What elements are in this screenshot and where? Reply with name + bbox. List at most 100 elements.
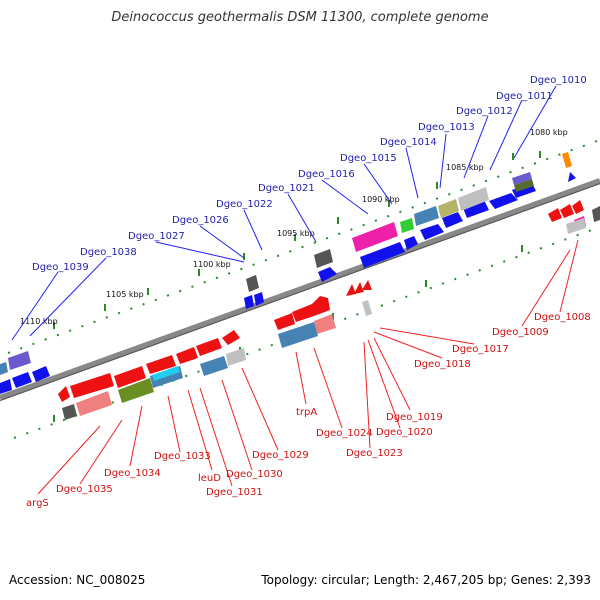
gene-label: Dgeo_1019	[386, 412, 443, 423]
position-label: 1110 kbp	[20, 317, 58, 326]
gene-arrow	[310, 296, 330, 316]
gene-label: Dgeo_1013	[418, 122, 475, 133]
gene-arrow	[572, 200, 584, 214]
gene-arrow	[318, 267, 337, 282]
position-label: 1085 kbp	[446, 163, 484, 172]
gene-arrow	[244, 295, 254, 309]
feature-box	[246, 275, 259, 292]
gene-label: Dgeo_1031	[206, 487, 263, 498]
gene-arrow	[32, 366, 50, 382]
gene-label: Dgeo_1020	[376, 427, 433, 438]
feature-box	[314, 249, 333, 268]
gene-arrow	[489, 193, 518, 209]
feature-box	[0, 362, 8, 375]
gene-label: Dgeo_1008	[534, 312, 591, 323]
feature-box	[414, 206, 439, 226]
gene-arrow	[360, 242, 405, 268]
gene-label: Dgeo_1015	[340, 153, 397, 164]
genome-backbone	[0, 178, 600, 401]
gene-label: Dgeo_1022	[216, 199, 273, 210]
gene-label: Dgeo_1026	[172, 215, 229, 226]
gene-label: Dgeo_1009	[492, 327, 549, 338]
position-label: 1090 kbp	[362, 195, 400, 204]
position-label: 1095 kbp	[277, 229, 315, 238]
feature-box	[400, 218, 414, 233]
forward-genes	[0, 152, 576, 394]
gene-arrow	[292, 304, 314, 322]
gene-label: Dgeo_1039	[32, 262, 89, 273]
feature-box	[352, 222, 398, 252]
gene-label: Dgeo_1011	[496, 91, 553, 102]
gene-arrow	[274, 313, 295, 330]
gene-arrow	[176, 347, 198, 364]
top-leaders	[11, 85, 557, 341]
feature-box	[62, 404, 77, 420]
gene-label: Dgeo_1021	[258, 183, 315, 194]
feature-box	[592, 206, 600, 222]
gene-arrow	[404, 236, 418, 250]
feature-box	[226, 348, 246, 366]
topology-text: Topology: circular; Length: 2,467,205 bp…	[261, 573, 591, 587]
gene-label: argS	[26, 498, 49, 509]
gene-arrow	[58, 386, 70, 402]
gene-label: Dgeo_1035	[56, 484, 113, 495]
scale-track-top	[7, 139, 600, 354]
position-labels: 1080 kbp 1085 kbp 1090 kbp 1095 kbp 1100…	[20, 128, 568, 326]
gene-label: Dgeo_1038	[80, 247, 137, 258]
gene-label: Dgeo_1010	[530, 75, 587, 86]
feature-box	[200, 356, 228, 376]
bottom-leaders	[37, 239, 579, 495]
accession-text: Accession: NC_008025	[9, 573, 146, 587]
gene-label: Dgeo_1027	[128, 231, 185, 242]
feature-box	[314, 314, 336, 334]
gene-arrow	[362, 280, 372, 290]
gene-label: Dgeo_1023	[346, 448, 403, 459]
feature-box	[566, 218, 586, 234]
position-label: 1080 kbp	[530, 128, 568, 137]
gene-arrow	[146, 355, 176, 374]
gene-label: Dgeo_1024	[316, 428, 373, 439]
gene-arrow	[196, 338, 222, 356]
gene-arrow	[222, 330, 240, 345]
gene-arrow	[548, 208, 562, 222]
gene-label: Dgeo_1030	[226, 469, 283, 480]
gene-label: leuD	[198, 473, 221, 484]
position-label: 1105 kbp	[106, 290, 144, 299]
gene-arrow	[420, 224, 444, 240]
feature-box	[278, 322, 318, 348]
gene-arrow	[562, 152, 572, 168]
gene-label: Dgeo_1029	[252, 450, 309, 461]
feature-box	[76, 391, 112, 416]
feature-box	[438, 199, 459, 218]
feature-box	[512, 172, 532, 185]
gene-label: Dgeo_1033	[154, 451, 211, 462]
gene-arrow	[346, 284, 356, 296]
gene-arrow	[354, 282, 364, 294]
gene-arrow	[568, 172, 576, 182]
gene-label: Dgeo_1012	[456, 106, 513, 117]
feature-box	[514, 179, 534, 192]
gene-label: Dgeo_1017	[452, 344, 509, 355]
gene-arrow	[463, 200, 489, 218]
gene-arrow	[70, 373, 114, 398]
feature-box	[152, 366, 180, 381]
gene-arrow	[12, 372, 32, 388]
gene-label: Dgeo_1018	[414, 359, 471, 370]
map-title: Deinococcus geothermalis DSM 11300, comp…	[111, 10, 489, 25]
gene-arrow	[560, 204, 574, 218]
bottom-gene-labels: Dgeo_1008 Dgeo_1009 Dgeo_1017 Dgeo_1018 …	[26, 312, 591, 509]
reverse-genes	[58, 200, 600, 420]
position-label: 1100 kbp	[193, 260, 231, 269]
top-gene-labels: Dgeo_1010 Dgeo_1011 Dgeo_1012 Dgeo_1013 …	[32, 75, 587, 273]
gene-arrow	[442, 212, 463, 228]
major-ticks	[53, 151, 541, 422]
gene-label: Dgeo_1034	[104, 468, 161, 479]
gene-arrow	[0, 379, 12, 394]
gene-arrow	[114, 366, 146, 388]
gene-label: Dgeo_1014	[380, 137, 437, 148]
gene-arrow	[254, 292, 264, 306]
feature-box	[458, 187, 489, 211]
gene-label: Dgeo_1016	[298, 169, 355, 180]
feature-box	[8, 351, 31, 370]
